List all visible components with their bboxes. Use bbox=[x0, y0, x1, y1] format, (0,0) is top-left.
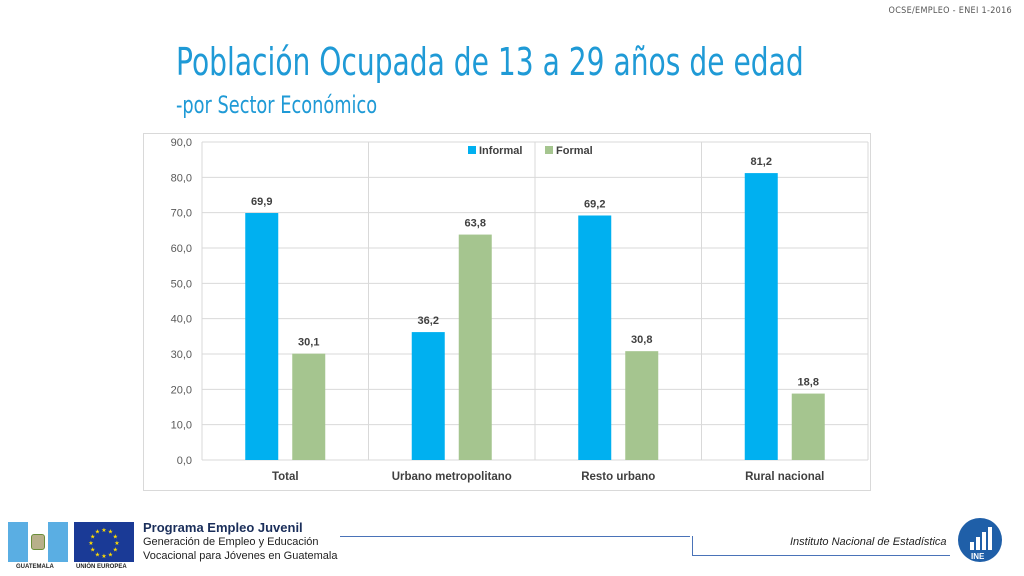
data-label: 63,8 bbox=[465, 218, 486, 230]
x-tick-label: Urbano metropolitano bbox=[392, 471, 512, 483]
legend-swatch bbox=[545, 146, 553, 154]
divider bbox=[340, 536, 690, 537]
guatemala-flag-icon bbox=[8, 522, 68, 562]
star-icon: ★ bbox=[95, 551, 100, 558]
program-line-1: Generación de Empleo y Educación bbox=[143, 536, 319, 548]
bar-formal bbox=[791, 393, 825, 460]
header-note: OCSE/EMPLEO - ENEI 1-2016 bbox=[888, 6, 1012, 16]
data-label: 69,2 bbox=[584, 198, 605, 210]
data-label: 69,9 bbox=[251, 196, 272, 208]
page-subtitle: -por Sector Económico bbox=[176, 91, 378, 119]
legend-label: Informal bbox=[479, 145, 522, 157]
star-icon: ★ bbox=[88, 540, 93, 547]
bar-informal bbox=[245, 213, 279, 460]
star-icon: ★ bbox=[114, 540, 119, 547]
divider bbox=[692, 555, 950, 556]
page-title: Población Ocupada de 13 a 29 años de eda… bbox=[176, 40, 804, 84]
bar-formal bbox=[625, 351, 659, 460]
data-label: 81,2 bbox=[751, 156, 772, 168]
y-tick-label: 0,0 bbox=[177, 455, 192, 467]
data-label: 18,8 bbox=[798, 377, 819, 389]
x-tick-label: Resto urbano bbox=[581, 471, 655, 483]
star-icon: ★ bbox=[90, 534, 95, 541]
y-tick-label: 20,0 bbox=[171, 384, 192, 396]
ine-logo-text: INE bbox=[971, 552, 985, 561]
x-tick-label: Rural nacional bbox=[745, 471, 824, 483]
institute-name: Instituto Nacional de Estadística bbox=[790, 536, 947, 548]
bar-informal bbox=[411, 332, 445, 460]
bar-formal bbox=[292, 353, 326, 460]
y-tick-label: 30,0 bbox=[171, 349, 192, 361]
y-tick-label: 10,0 bbox=[171, 420, 192, 432]
legend-swatch bbox=[468, 146, 476, 154]
star-icon: ★ bbox=[108, 529, 113, 536]
eu-flag-icon: ★ ★ ★ ★ ★ ★ ★ ★ ★ ★ ★ ★ bbox=[74, 522, 134, 562]
y-tick-label: 40,0 bbox=[171, 314, 192, 326]
eu-label: UNIÓN EUROPEA bbox=[76, 564, 127, 570]
x-tick-label: Total bbox=[272, 471, 299, 483]
data-label: 30,8 bbox=[631, 334, 652, 346]
bar-formal bbox=[458, 234, 492, 460]
bar-informal bbox=[578, 215, 612, 460]
star-icon: ★ bbox=[95, 529, 100, 536]
data-label: 30,1 bbox=[298, 337, 319, 349]
program-title: Programa Empleo Juvenil bbox=[143, 520, 303, 535]
divider bbox=[692, 536, 693, 556]
y-tick-label: 90,0 bbox=[171, 137, 192, 149]
program-line-2: Vocacional para Jóvenes en Guatemala bbox=[143, 550, 338, 562]
bar-informal bbox=[744, 173, 778, 461]
y-tick-label: 80,0 bbox=[171, 172, 192, 184]
chart-container: 0,0 10,0 20,0 30,0 40,0 50,0 60,0 70,0 80,0 90,0 6… bbox=[143, 133, 871, 491]
star-icon: ★ bbox=[90, 547, 95, 554]
y-tick-label: 70,0 bbox=[171, 208, 192, 220]
ine-logo-icon: INE bbox=[958, 518, 1002, 562]
legend-label: Formal bbox=[556, 145, 593, 157]
flag-label: GUATEMALA bbox=[16, 564, 54, 570]
star-icon: ★ bbox=[108, 551, 113, 558]
y-tick-label: 50,0 bbox=[171, 278, 192, 290]
star-icon: ★ bbox=[113, 534, 118, 541]
bar-chart: 0,0 10,0 20,0 30,0 40,0 50,0 60,0 70,0 80,0 90,0 6… bbox=[171, 137, 869, 483]
star-icon: ★ bbox=[113, 547, 118, 554]
data-label: 36,2 bbox=[418, 315, 439, 327]
y-tick-label: 60,0 bbox=[171, 243, 192, 255]
star-icon: ★ bbox=[101, 553, 106, 560]
star-icon: ★ bbox=[101, 527, 106, 534]
